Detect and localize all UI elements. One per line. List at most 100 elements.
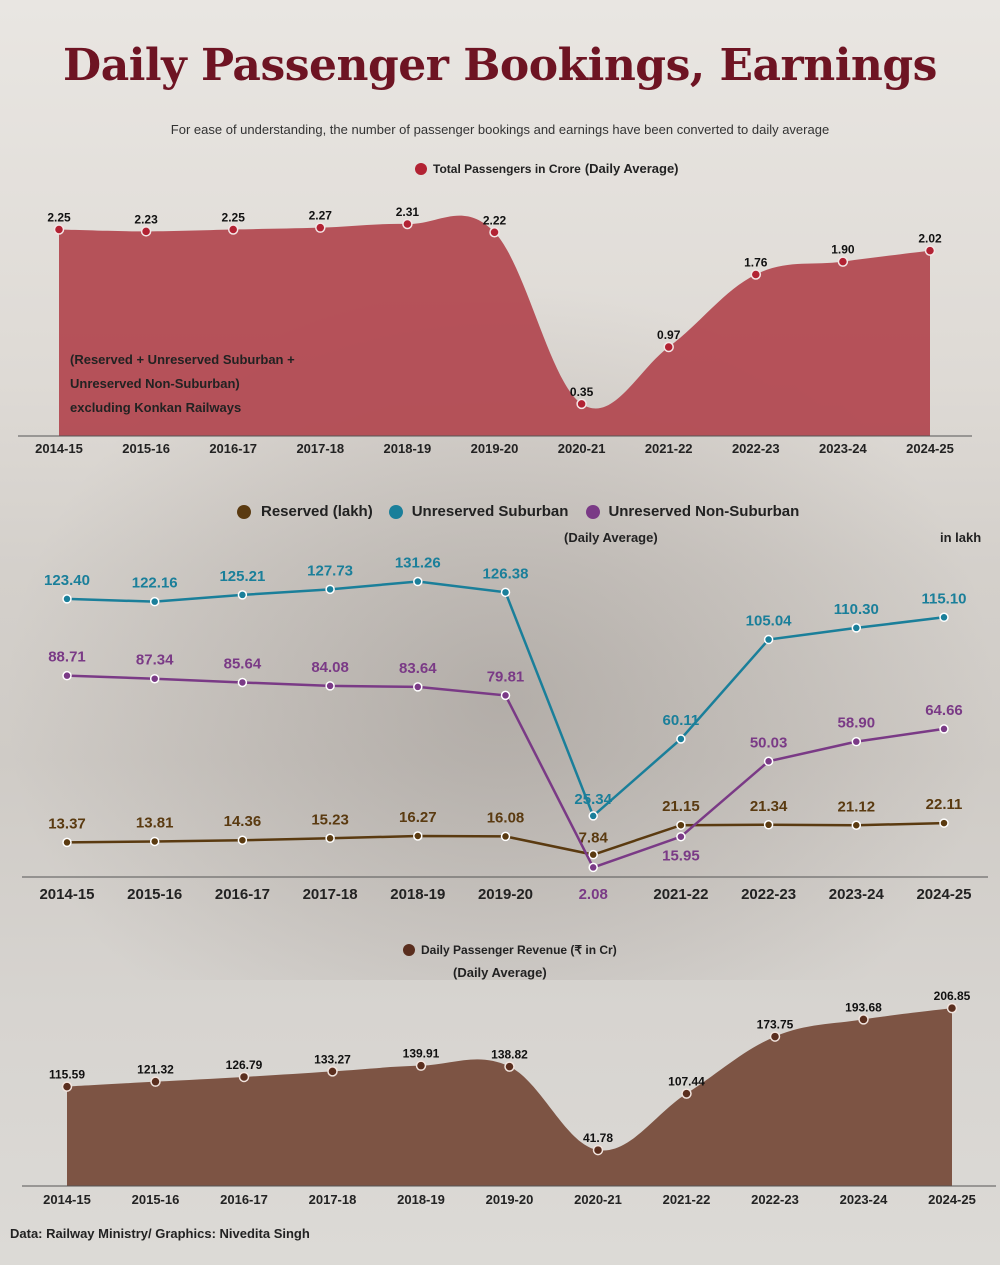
total-passengers-point [924, 245, 936, 256]
chart1-note-line-2: Unreserved Non-Suburban) [70, 376, 240, 391]
total-passengers-value-label: 2.23 [134, 212, 158, 226]
reserved-value-label: 15.23 [311, 811, 349, 828]
total-passengers-point [227, 224, 239, 235]
unreserved-suburban-value-label: 127.73 [307, 562, 353, 579]
unreserved-non-suburban-point [588, 862, 598, 873]
chart1-x-tick-label: 2016-17 [209, 441, 257, 456]
unreserved-non-suburban-point [500, 690, 511, 701]
reserved-value-label: 13.81 [136, 814, 174, 831]
unreserved-suburban-point [851, 623, 862, 633]
revenue-point [946, 1002, 958, 1014]
unreserved-suburban-point [763, 634, 774, 645]
chart2-sublabel: (Daily Average) [564, 530, 658, 545]
revenue-point [238, 1071, 250, 1083]
legend-label-unreserved-non-suburban: Unreserved Non-Suburban [608, 503, 800, 520]
reserved-point [149, 836, 160, 847]
chart2-x-tick-label: 2023-24 [829, 886, 885, 903]
unreserved-suburban-point [325, 584, 335, 595]
chart1-x-tick-label: 2022-23 [732, 441, 780, 456]
revenue-point [415, 1060, 427, 1071]
revenue-value-label: 173.75 [757, 1018, 794, 1032]
total-passengers-point [576, 398, 587, 410]
total-passengers-point [402, 218, 413, 230]
total-passengers-point [140, 226, 152, 237]
unreserved-suburban-point [500, 587, 511, 598]
unreserved-suburban-value-label: 115.10 [921, 590, 966, 607]
total-passengers-point [489, 227, 500, 238]
chart3-x-tick-label: 2015-16 [132, 1192, 180, 1207]
total-passengers-value-label: 2.22 [483, 213, 507, 227]
unreserved-suburban-value-label: 131.26 [395, 555, 441, 572]
revenue-value-label: 193.68 [845, 1000, 882, 1014]
chart3-x-tick-label: 2014-15 [43, 1192, 91, 1207]
credit-line: Data: Railway Ministry/ Graphics: Nivedi… [10, 1226, 310, 1241]
chart1-x-tick-label: 2019-20 [471, 441, 519, 456]
total-passengers-value-label: 2.27 [309, 209, 333, 223]
reserved-point [763, 820, 774, 830]
unreserved-non-suburban-value-label: 84.08 [311, 659, 349, 676]
unreserved-non-suburban-value-label: 87.34 [136, 652, 174, 669]
chart1-x-tick-label: 2014-15 [35, 441, 83, 456]
revenue-value-label: 115.59 [49, 1068, 85, 1082]
revenue-value-label: 139.91 [403, 1047, 440, 1061]
chart1-x-tick-label: 2023-24 [819, 441, 867, 456]
revenue-point [769, 1031, 781, 1042]
reserved-point [237, 835, 248, 845]
unreserved-non-suburban-value-label: 85.64 [224, 655, 262, 672]
unreserved-suburban-value-label: 125.21 [219, 568, 265, 585]
chart1-x-tick-label: 2024-25 [906, 441, 954, 456]
revenue-point [858, 1014, 869, 1025]
total-passengers-point [837, 256, 849, 267]
unreserved-suburban-value-label: 105.04 [746, 613, 793, 630]
chart3-sublabel: (Daily Average) [453, 965, 547, 980]
chart2-x-tick-label: 2015-16 [127, 886, 182, 903]
chart1-x-tick-label: 2017-18 [296, 441, 344, 456]
total-passengers-value-label: 2.31 [396, 205, 420, 219]
chart1-note-line-1: (Reserved + Unreserved Suburban + [70, 352, 295, 367]
unreserved-non-suburban-value-label: 88.71 [48, 649, 86, 666]
chart1-note: (Reserved + Unreserved Suburban + Unrese… [70, 348, 295, 420]
unreserved-suburban-value-label: 122.16 [132, 575, 178, 592]
unreserved-non-suburban-value-label: 50.03 [750, 734, 788, 751]
reserved-value-label: 7.84 [579, 830, 609, 847]
page-title: Daily Passenger Bookings, Earnings [63, 40, 937, 91]
chart1-legend-suffix: (Daily Average) [584, 161, 679, 176]
chart2-x-tick-label: 2017-18 [303, 886, 358, 903]
unreserved-suburban-point [676, 734, 686, 744]
revenue-area [67, 1008, 952, 1186]
reserved-point [325, 833, 335, 844]
unreserved-suburban-point [62, 594, 72, 604]
chart3-x-tick-label: 2023-24 [840, 1192, 888, 1207]
revenue-point [61, 1081, 73, 1092]
passenger-category-chart: 13.37 13.81 14.36 15.23 16.27 16.08 7.84 21.15 2… [22, 555, 988, 903]
revenue-point [504, 1061, 515, 1072]
reserved-point [500, 831, 511, 842]
chart2-x-tick-label: 2014-15 [39, 886, 94, 903]
chart2-x-tick-label: 2024-25 [916, 886, 971, 903]
unreserved-non-suburban-point [676, 831, 686, 842]
total-passengers-point [53, 224, 65, 235]
total-passengers-value-label: 0.35 [570, 385, 594, 399]
unreserved-suburban-value-label: 126.38 [483, 565, 529, 582]
chart2-x-tick-label: 2016-17 [215, 886, 270, 903]
revenue-value-label: 206.85 [934, 989, 971, 1003]
revenue-point [327, 1066, 338, 1077]
total-passengers-value-label: 2.25 [222, 211, 246, 225]
chart2-unit-label: in lakh [940, 530, 982, 545]
chart1-legend-label: Total Passengers in Crore [433, 161, 581, 176]
reserved-point [939, 818, 949, 828]
page-subtitle: For ease of understanding, the number of… [170, 122, 830, 137]
chart2-x-tick-label: 2022-23 [741, 886, 796, 903]
revenue-value-label: 41.78 [583, 1131, 613, 1145]
chart2-x-tick-label: 2018-19 [390, 886, 445, 903]
unreserved-non-suburban-point [851, 736, 862, 747]
reserved-point [676, 820, 686, 830]
total-passengers-point [315, 222, 326, 233]
chart1-legend-swatch [415, 162, 427, 175]
total-passengers-value-label: 0.97 [657, 328, 681, 342]
total-passengers-value-label: 1.76 [744, 255, 768, 269]
unreserved-suburban-point [939, 612, 949, 623]
revenue-chart: 115.59 2014-15 121.32 2015-16 126.79 2016-17 1… [22, 989, 996, 1207]
total-passengers-area [59, 215, 930, 436]
unreserved-non-suburban-point [325, 681, 335, 691]
